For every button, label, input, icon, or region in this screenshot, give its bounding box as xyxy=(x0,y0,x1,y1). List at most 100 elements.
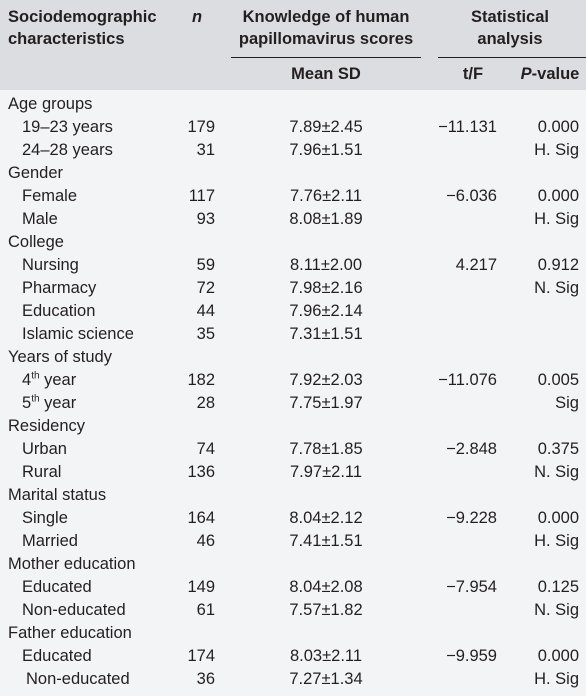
row-mean-sd: 8.08±1.89 xyxy=(289,210,363,228)
row-n: 61 xyxy=(196,601,215,619)
row-p-value: Sig xyxy=(555,394,579,412)
row-label: 24–28 years xyxy=(22,141,113,159)
row-label: Male xyxy=(22,210,58,228)
row-label: Educated xyxy=(22,578,92,596)
row-p-value: 0.912 xyxy=(537,256,579,274)
row-tf: −9.959 xyxy=(446,647,497,665)
row-n: 117 xyxy=(188,187,215,205)
row-label: Nursing xyxy=(22,256,79,274)
row-mean-sd: 8.03±2.11 xyxy=(289,647,363,665)
row-tf: 4.217 xyxy=(455,256,497,274)
row-label: Urban xyxy=(22,440,67,458)
row-label: Islamic science xyxy=(22,325,134,343)
row-tf: −2.848 xyxy=(446,440,497,458)
row-p-value: 0.000 xyxy=(537,509,579,527)
row-label: Non-educated xyxy=(22,601,126,619)
row-n: 36 xyxy=(196,670,215,688)
row-mean-sd: 7.27±1.34 xyxy=(289,670,363,688)
row-p-value: H. Sig xyxy=(534,210,579,228)
row-n: 136 xyxy=(187,463,215,481)
row-p-value: 0.000 xyxy=(537,187,579,205)
row-mean-sd: 7.57±1.82 xyxy=(289,601,363,619)
row-n: 59 xyxy=(196,256,215,274)
header-rule-knowledge xyxy=(231,57,421,58)
row-p-value: N. Sig xyxy=(534,463,579,481)
row-p-value: N. Sig xyxy=(534,279,579,297)
row-n: 31 xyxy=(196,141,215,159)
row-mean-sd: 7.96±1.51 xyxy=(289,141,363,159)
header-statistical-analysis: Statistical analysis xyxy=(471,8,549,48)
row-mean-sd: 7.89±2.45 xyxy=(289,118,363,136)
row-p-value: N. Sig xyxy=(534,601,579,619)
row-mean-sd: 7.97±2.11 xyxy=(289,463,363,481)
row-mean-sd: 7.92±2.03 xyxy=(289,371,363,389)
row-tf: −7.954 xyxy=(446,578,497,596)
row-p-value: 0.375 xyxy=(537,440,579,458)
row-p-value: 0.000 xyxy=(537,118,579,136)
row-p-value: 0.000 xyxy=(537,647,579,665)
group-title: Marital status xyxy=(8,486,107,504)
row-p-value: H. Sig xyxy=(534,532,579,550)
row-n: 74 xyxy=(196,440,215,458)
group-title: Years of study xyxy=(8,348,112,366)
row-mean-sd: 7.78±1.85 xyxy=(289,440,363,458)
header-knowledge: Knowledge of human papillomavirus scores xyxy=(238,8,414,48)
row-n: 46 xyxy=(196,532,215,550)
group-title: Mother education xyxy=(8,555,136,573)
row-mean-sd: 7.75±1.97 xyxy=(289,394,363,412)
row-tf: −9.228 xyxy=(446,509,497,527)
group-title: Father education xyxy=(8,624,132,642)
row-mean-sd: 7.98±2.16 xyxy=(289,279,363,297)
row-n: 164 xyxy=(187,509,215,527)
row-p-value: H. Sig xyxy=(534,670,579,688)
header-characteristics: Sociodemographic characteristics xyxy=(8,8,157,48)
row-n: 28 xyxy=(196,394,215,412)
group-title: College xyxy=(8,233,64,251)
group-title: Gender xyxy=(8,164,64,182)
row-mean-sd: 8.04±2.08 xyxy=(289,578,363,596)
header-p-suffix: -value xyxy=(531,65,580,83)
header-p-italic: P xyxy=(520,65,532,83)
row-label: 19–23 years xyxy=(22,118,113,136)
row-n: 72 xyxy=(196,279,215,297)
row-mean-sd: 8.04±2.12 xyxy=(289,509,363,527)
group-title: Age groups xyxy=(8,95,93,113)
row-n: 179 xyxy=(187,118,215,136)
header-rule-stat xyxy=(438,57,586,58)
row-n: 174 xyxy=(187,647,215,665)
header-n: n xyxy=(192,8,203,26)
row-p-value: 0.125 xyxy=(537,578,579,596)
row-n: 44 xyxy=(196,302,215,320)
row-label: 4th year xyxy=(22,370,77,389)
row-mean-sd: 7.76±2.11 xyxy=(289,187,363,205)
row-n: 149 xyxy=(187,578,215,596)
row-mean-sd: 7.41±1.51 xyxy=(289,532,363,550)
group-title: Residency xyxy=(8,417,86,435)
row-n: 35 xyxy=(196,325,215,343)
row-n: 182 xyxy=(187,371,215,389)
header-mean-sd: Mean SD xyxy=(291,65,361,83)
row-label: Non-educated xyxy=(26,670,130,688)
row-label: Female xyxy=(22,187,78,205)
row-tf: −6.036 xyxy=(446,187,497,205)
row-mean-sd: 7.31±1.51 xyxy=(289,325,363,343)
row-n: 93 xyxy=(196,210,215,228)
header-p-value: P-value xyxy=(514,63,586,85)
ordinal-suffix: th xyxy=(31,393,40,405)
row-mean-sd: 7.96±2.14 xyxy=(289,302,363,320)
row-label: Single xyxy=(22,509,68,527)
row-p-value: H. Sig xyxy=(534,141,579,159)
ordinal-suffix: th xyxy=(31,370,40,382)
row-tf: −11.076 xyxy=(438,371,497,389)
row-label: Pharmacy xyxy=(22,279,97,297)
table-body xyxy=(0,90,586,696)
row-p-value: 0.005 xyxy=(537,371,579,389)
header-tf: t/F xyxy=(462,65,484,83)
row-label: Married xyxy=(22,532,78,550)
row-label: 5th year xyxy=(22,393,77,412)
row-label: Education xyxy=(22,302,96,320)
row-mean-sd: 8.11±2.00 xyxy=(289,256,363,274)
table-header xyxy=(0,0,586,90)
row-label: Educated xyxy=(22,647,92,665)
row-tf: −11.131 xyxy=(438,118,497,136)
